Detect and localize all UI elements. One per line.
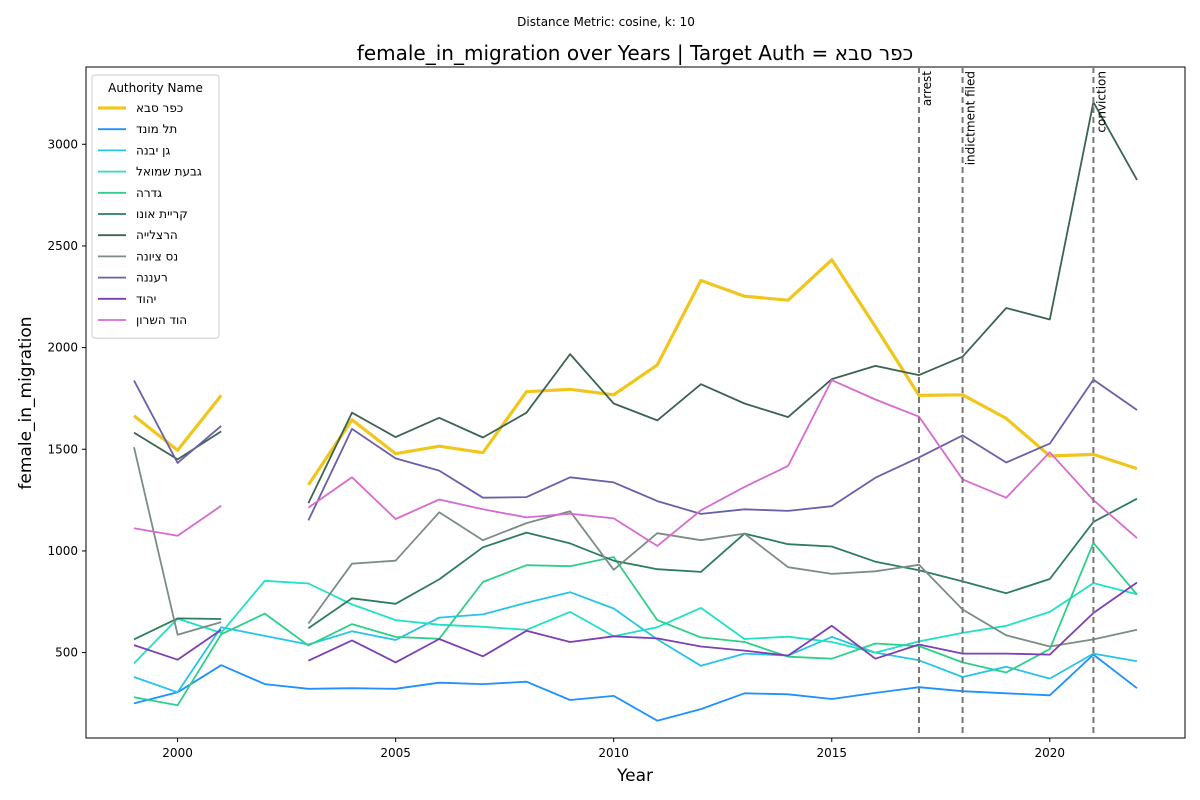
plot-frame — [85, 66, 1186, 739]
series-line — [133, 446, 1138, 648]
plot-area: arrest indictment filed conviction — [85, 66, 1186, 739]
chart-title: female_in_migration over Years | Target … — [357, 41, 913, 65]
series-segment — [133, 617, 222, 641]
x-tick-label: 2010 — [598, 746, 629, 760]
y-tick-label: 1000 — [47, 544, 78, 558]
event-label: indictment filed — [964, 71, 978, 165]
y-axis-label: female_in_migration — [16, 316, 36, 489]
series-segment — [307, 258, 1138, 486]
series-line — [133, 497, 1138, 641]
y-tick-label: 1500 — [47, 442, 78, 456]
x-tick-label: 2015 — [816, 746, 847, 760]
y-tick-label: 500 — [55, 646, 78, 660]
y-tick-label: 3000 — [47, 137, 78, 151]
series-line — [133, 379, 1138, 547]
chart-suptitle: Distance Metric: cosine, k: 10 — [517, 15, 695, 29]
x-axis: 2000 2005 2010 2015 2020 — [162, 738, 1065, 760]
series-segment — [133, 579, 1138, 665]
legend-label: נס ציונה — [136, 249, 178, 263]
x-tick-label: 2020 — [1035, 746, 1066, 760]
event-label: conviction — [1094, 71, 1108, 133]
series-segment — [133, 380, 222, 464]
x-tick-label: 2000 — [162, 746, 193, 760]
legend-label: גבעת שמואל — [136, 165, 202, 179]
series-segment — [133, 541, 1138, 707]
series-segment — [133, 394, 223, 452]
series-line — [133, 653, 1138, 722]
y-tick-label: 2000 — [47, 341, 78, 355]
x-tick-label: 2005 — [380, 746, 411, 760]
x-axis-label: Year — [616, 766, 653, 786]
legend-label: הרצלייה — [136, 228, 178, 242]
series-segment — [133, 446, 222, 636]
series-line — [133, 591, 1138, 694]
legend-label: הוד השרון — [136, 313, 187, 327]
series-segment — [133, 629, 222, 661]
legend: Authority Name כפר סבא תל מונד גן יבנה גבעת … — [91, 74, 220, 339]
series-segment — [307, 497, 1138, 629]
legend-label: כפר סבא — [136, 101, 183, 115]
y-axis: 500 1000 1500 2000 2500 3000 — [47, 137, 86, 660]
series-segment — [307, 379, 1138, 547]
series-segment — [133, 653, 1138, 722]
series-segment — [307, 510, 1138, 648]
series-segment — [133, 591, 1138, 694]
event-label: arrest — [920, 71, 934, 106]
legend-label: תל מונד — [136, 122, 177, 136]
legend-label: קריית אונו — [136, 207, 188, 221]
legend-label: יהוד — [136, 292, 156, 306]
series-line — [133, 258, 1138, 486]
legend-box — [91, 74, 220, 339]
y-tick-label: 2500 — [47, 239, 78, 253]
series-line — [133, 581, 1138, 664]
legend-label: רעננה — [136, 271, 168, 285]
series-segment — [133, 430, 222, 461]
legend-label: גדרה — [136, 186, 162, 200]
series-line — [133, 378, 1138, 521]
series-line — [133, 541, 1138, 707]
series-segment — [133, 505, 222, 537]
series-line — [133, 579, 1138, 665]
series-segment — [308, 581, 1138, 664]
series-line — [133, 101, 1138, 504]
legend-label: גן יבנה — [136, 143, 170, 157]
series-segment — [307, 101, 1138, 504]
series-segment — [307, 378, 1138, 521]
legend-title: Authority Name — [108, 81, 203, 95]
